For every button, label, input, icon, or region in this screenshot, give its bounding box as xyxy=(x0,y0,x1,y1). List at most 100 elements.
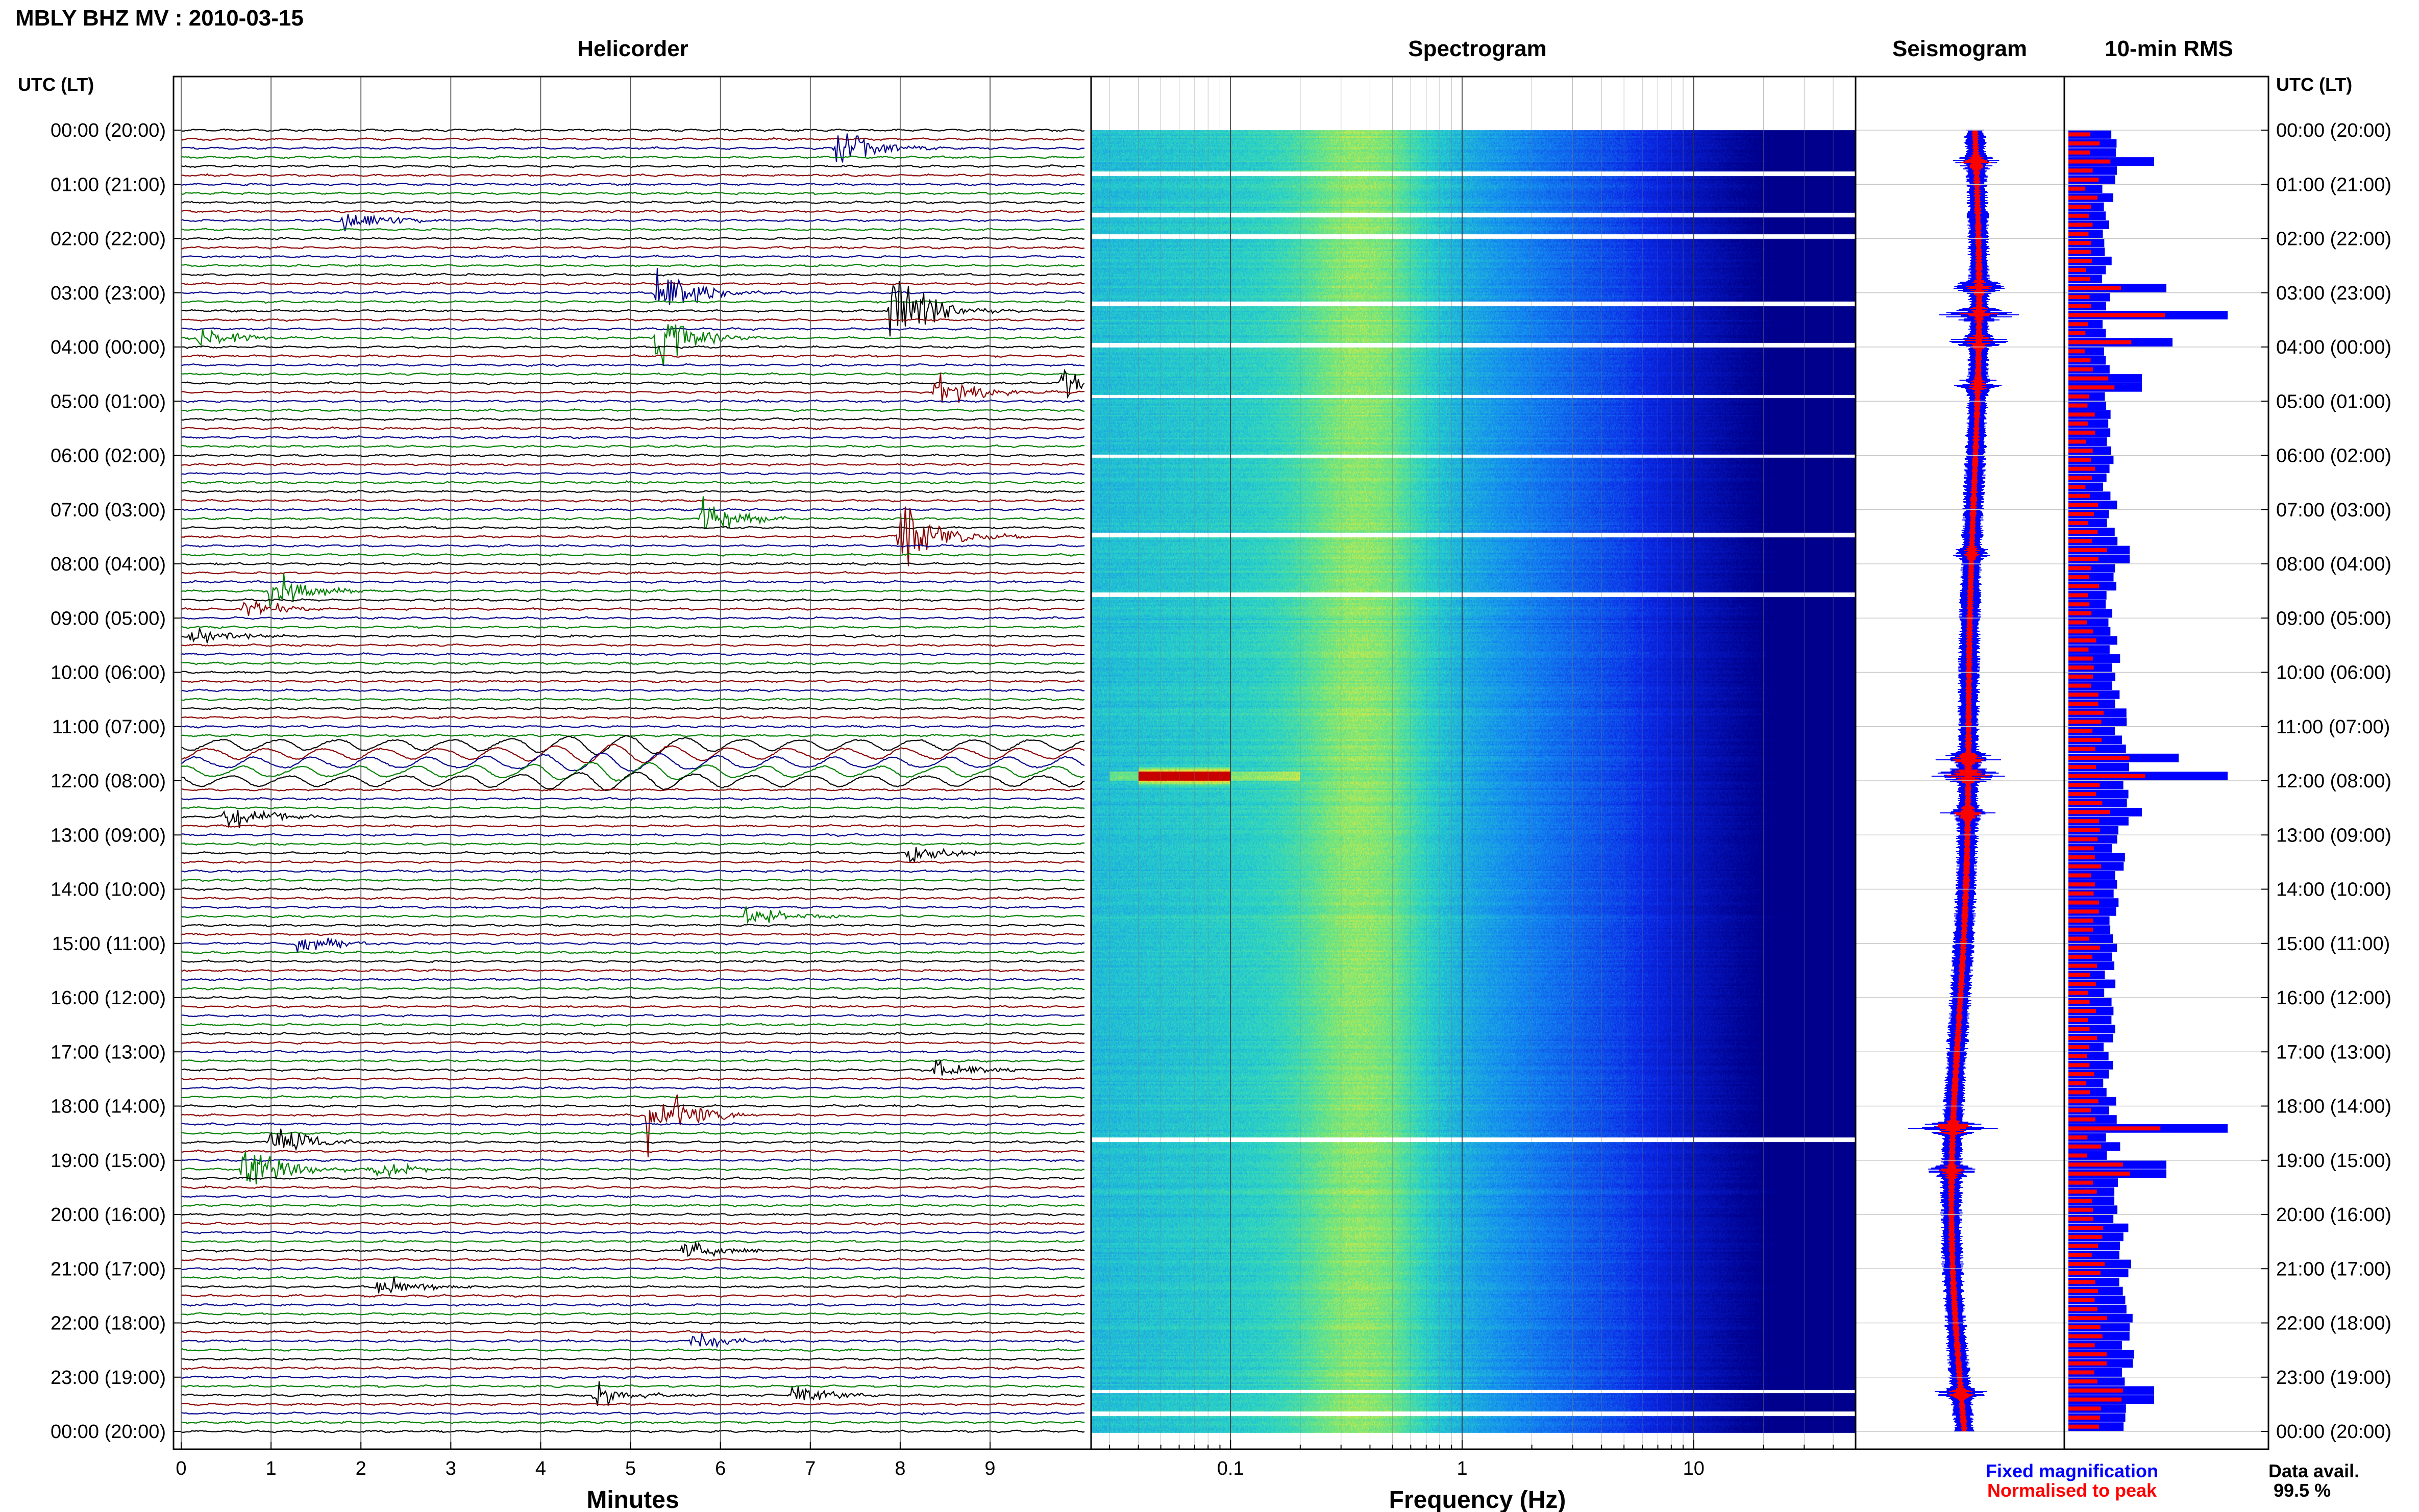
helicorder-trace xyxy=(181,1023,1085,1027)
rms-bar-fixed xyxy=(2068,437,2107,446)
time-label-right: 02:00 (22:00) xyxy=(2276,229,2391,250)
rms-bar-normalised xyxy=(2068,692,2099,697)
rms-bar-normalised xyxy=(2068,1126,2161,1131)
rms-bar-normalised xyxy=(2068,756,2130,760)
frequency-tick-label: 1 xyxy=(1457,1458,1467,1479)
helicorder-trace xyxy=(181,1321,1085,1325)
rms-bar-normalised xyxy=(2068,394,2090,399)
helicorder-trace xyxy=(181,372,1085,376)
rms-bar-fixed xyxy=(2068,1015,2112,1025)
rms-bar-normalised xyxy=(2068,954,2092,959)
time-label-left: 15:00 (11:00) xyxy=(52,933,166,955)
helicorder-trace xyxy=(181,363,1085,367)
rms-bar-normalised xyxy=(2068,457,2091,462)
utc-label-right: UTC (LT) xyxy=(2276,74,2352,95)
rms-bar-normalised xyxy=(2068,936,2090,941)
helicorder-trace xyxy=(181,833,1085,837)
helicorder-trace xyxy=(181,1276,1085,1280)
rms-bar-normalised xyxy=(2068,1117,2095,1122)
helicorder-trace xyxy=(181,735,1085,755)
rms-bar-normalised xyxy=(2068,1153,2087,1158)
time-label-left: 23:00 (19:00) xyxy=(51,1367,166,1389)
rms-bar-normalised xyxy=(2068,1144,2102,1149)
helicorder-trace xyxy=(181,228,1085,232)
helicorder-trace xyxy=(181,373,1085,403)
helicorder-trace xyxy=(181,1176,1085,1181)
rms-bar-normalised xyxy=(2068,1199,2092,1203)
time-label-left: 13:00 (09:00) xyxy=(51,825,166,846)
time-label-right: 09:00 (05:00) xyxy=(2276,608,2391,629)
helicorder-trace xyxy=(181,324,1085,366)
helicorder-trace xyxy=(181,182,1085,187)
helicorder-trace xyxy=(181,133,1085,163)
rms-bar-normalised xyxy=(2068,710,2104,715)
minute-tick-label: 2 xyxy=(356,1458,366,1479)
rms-bar-fixed xyxy=(2068,654,2120,663)
rms-bar-normalised xyxy=(2068,566,2091,571)
helicorder-trace xyxy=(181,496,1085,530)
rms-bar-normalised xyxy=(2068,729,2093,733)
helicorder-trace xyxy=(181,878,1085,882)
helicorder-trace xyxy=(181,508,1085,512)
rms-bar-normalised xyxy=(2068,1226,2104,1230)
rms-bar-normalised xyxy=(2068,466,2095,471)
helicorder-trace xyxy=(181,155,1085,159)
rms-bar-normalised xyxy=(2068,286,2121,290)
rms-bar-normalised xyxy=(2068,213,2089,218)
helicorder-trace xyxy=(181,598,1085,602)
rms-bar-normalised xyxy=(2068,1261,2105,1266)
rms-bar-fixed xyxy=(2068,745,2126,753)
helicorder-trace xyxy=(181,628,1085,643)
rms-bar-normalised xyxy=(2068,1081,2087,1085)
minute-tick-label: 4 xyxy=(535,1458,546,1479)
utc-label-left: UTC (LT) xyxy=(18,74,94,95)
rms-bar-normalised xyxy=(2068,647,2089,652)
rms-bar-normalised xyxy=(2068,1370,2094,1375)
helicorder-trace xyxy=(181,725,1085,729)
rms-bar-normalised xyxy=(2068,720,2102,724)
minute-tick-label: 1 xyxy=(266,1458,277,1479)
helicorder-trace xyxy=(181,841,1085,846)
helicorder-trace xyxy=(181,1357,1085,1361)
helicorder-trace xyxy=(181,327,1085,331)
helicorder-trace xyxy=(181,743,1085,764)
rms-bar-normalised xyxy=(2068,656,2093,661)
helicorder-trace xyxy=(181,752,1085,772)
rms-bar-normalised xyxy=(2068,575,2089,580)
helicorder-trace xyxy=(181,1294,1085,1298)
rms-bar-normalised xyxy=(2068,1162,2123,1167)
helicorder-trace xyxy=(181,1267,1085,1271)
helicorder-trace xyxy=(181,209,1085,214)
helicorder-trace xyxy=(181,408,1084,412)
time-label-left: 12:00 (08:00) xyxy=(51,771,166,792)
rms-bar-normalised xyxy=(2068,222,2093,227)
helicorder-trace xyxy=(181,1128,1085,1151)
rms-bar-normalised xyxy=(2068,1045,2089,1049)
time-label-right: 12:00 (08:00) xyxy=(2276,771,2391,792)
helicorder-trace xyxy=(181,281,1085,286)
time-label-left: 05:00 (01:00) xyxy=(51,391,166,412)
helicorder-trace xyxy=(181,164,1085,168)
rms-bar-normalised xyxy=(2068,783,2100,787)
helicorder-trace xyxy=(181,697,1085,702)
rms-bar-normalised xyxy=(2068,1289,2099,1294)
helicorder-trace xyxy=(181,1384,1085,1389)
helicorder-trace xyxy=(181,733,1085,738)
helicorder-trace xyxy=(181,788,1085,792)
time-label-right: 00:00 (20:00) xyxy=(2276,120,2391,141)
rms-bar-fixed xyxy=(2068,934,2113,943)
rms-bar-normalised xyxy=(2068,503,2099,507)
helicorder-trace xyxy=(181,173,1085,178)
rms-bar-normalised xyxy=(2068,1009,2096,1013)
time-label-right: 08:00 (04:00) xyxy=(2276,554,2391,575)
helicorder-trace xyxy=(181,959,1085,964)
rms-bar-normalised xyxy=(2068,331,2086,335)
helicorder-trace xyxy=(181,906,1085,924)
rms-bar-fixed xyxy=(2068,564,2115,573)
helicorder-trace xyxy=(181,887,1085,891)
rms-bar-normalised xyxy=(2068,240,2091,245)
helicorder-trace xyxy=(181,932,1085,937)
helicorder-trace xyxy=(181,869,1085,874)
helicorder-trace xyxy=(181,1240,1085,1244)
helicorder-trace xyxy=(181,128,1085,132)
